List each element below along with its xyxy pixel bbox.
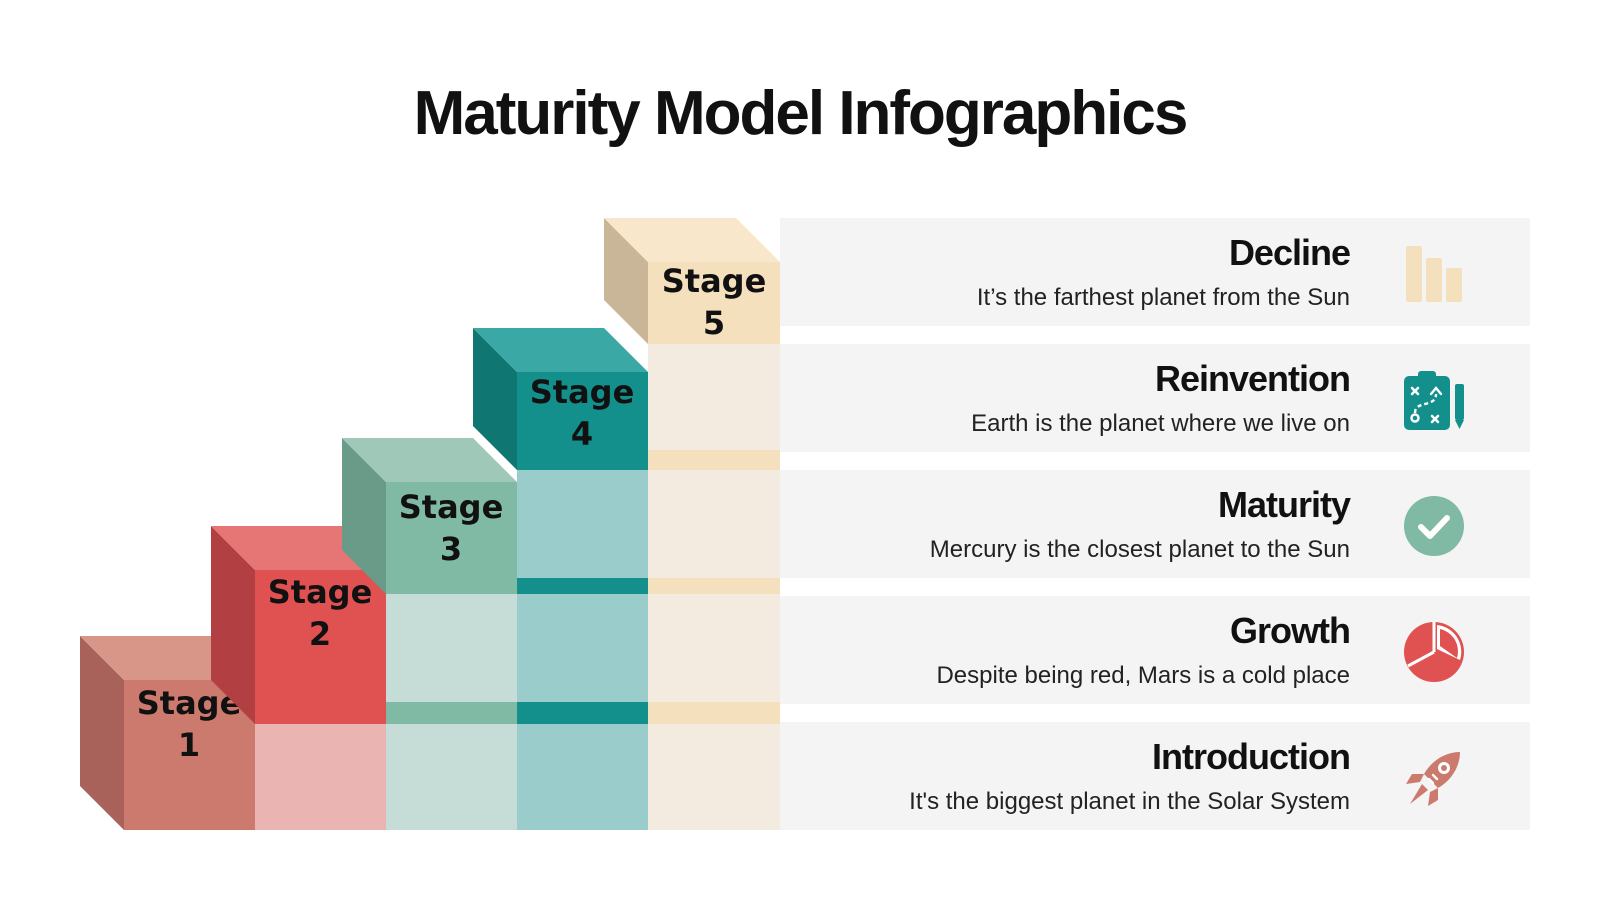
bar-chart-icon — [1406, 246, 1462, 302]
phase-maturity: Maturity Mercury is the closest planet t… — [780, 470, 1530, 578]
strategy-clipboard-icon — [1404, 371, 1464, 430]
phase-description: It’s the farthest planet from the Sun — [976, 284, 1350, 311]
phase-heading: Introduction — [1152, 736, 1351, 777]
stage-2-number: 2 — [309, 615, 331, 653]
phase-heading: Reinvention — [1154, 358, 1351, 399]
stage-2-block: Stage 2 — [211, 526, 386, 724]
phase-heading: Growth — [1230, 610, 1351, 651]
phase-description: Earth is the planet where we live on — [971, 410, 1350, 437]
phase-growth: Growth Despite being red, Mars is a cold… — [780, 596, 1530, 704]
phase-introduction: Introduction It's the biggest planet in … — [780, 722, 1530, 830]
phase-description: It's the biggest planet in the Solar Sys… — [909, 788, 1350, 815]
phase-decline: Decline It’s the farthest planet from th… — [780, 218, 1530, 326]
stage-5-number: 5 — [703, 304, 725, 342]
stage-1-number: 1 — [178, 726, 200, 764]
stage-4-word: Stage — [530, 373, 635, 411]
page-title: Maturity Model Infographics — [413, 79, 1189, 148]
phase-description: Mercury is the closest planet to the Sun — [929, 536, 1350, 563]
stage-2-word: Stage — [268, 573, 373, 611]
phase-description: Despite being red, Mars is a cold place — [936, 662, 1350, 689]
stage-3-word: Stage — [399, 488, 504, 526]
rocket-icon — [1406, 752, 1460, 806]
phase-heading: Decline — [1228, 232, 1351, 273]
stage-5-block: Stage 5 — [604, 218, 780, 344]
stage-3-block: Stage 3 — [342, 438, 517, 594]
stage-4-block: Stage 4 — [473, 328, 648, 470]
phase-heading: Maturity — [1217, 484, 1351, 525]
stage-staircase: Stage 1 Stage 2 Stage 3 Stage 4 — [80, 218, 780, 830]
stage-4-number: 4 — [571, 415, 593, 453]
phase-reinvention: Reinvention Earth is the planet where we… — [780, 344, 1530, 452]
stage-5-word: Stage — [662, 262, 767, 300]
pie-chart-icon — [1404, 622, 1464, 682]
check-circle-icon — [1404, 496, 1464, 556]
stage-3-number: 3 — [440, 530, 462, 568]
